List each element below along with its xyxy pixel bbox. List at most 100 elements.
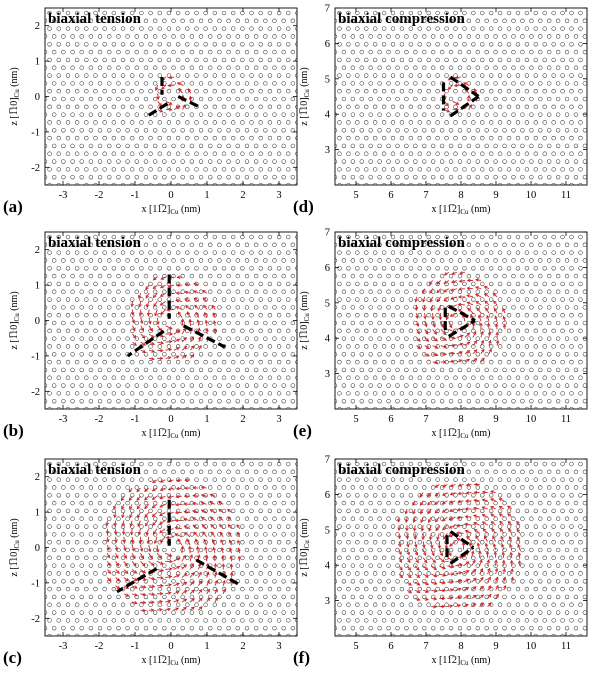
vector-arrowhead: [130, 303, 134, 308]
atom-marker: [342, 191, 346, 195]
atom-marker: [56, 508, 61, 514]
y-tick-label: -1: [31, 578, 40, 589]
atom-marker: [139, 151, 144, 156]
atom-marker: [74, 555, 80, 560]
atom-marker: [162, 547, 167, 553]
atom-marker: [596, 391, 600, 395]
atom-marker: [273, 3, 277, 7]
atom-marker: [258, 297, 263, 302]
vector-arrowhead: [176, 582, 180, 586]
atom-marker: [430, 336, 436, 341]
atom-marker: [208, 242, 213, 248]
atom-marker: [480, 297, 485, 302]
atom-marker: [175, 266, 181, 271]
atom-marker: [453, 26, 458, 31]
atom-marker: [444, 167, 449, 172]
atom-marker: [596, 11, 600, 15]
atom-marker: [355, 151, 360, 156]
vector-arrowhead: [200, 493, 205, 498]
atom-marker: [208, 454, 212, 458]
atom-marker: [555, 273, 561, 279]
atom-marker: [300, 454, 304, 458]
atom-marker: [359, 258, 364, 263]
atom-marker: [395, 273, 400, 279]
atom-marker: [466, 34, 472, 39]
atom-marker: [439, 399, 445, 404]
atom-marker: [111, 391, 117, 396]
vector-arrowhead: [209, 501, 214, 505]
atom-marker: [236, 191, 240, 195]
vector-arrowhead: [438, 316, 443, 321]
vector-arrowhead: [168, 101, 173, 105]
displacement-vector: [189, 598, 195, 603]
vector-arrowhead: [184, 298, 189, 302]
atom-marker: [134, 532, 139, 537]
atom-marker: [235, 128, 240, 133]
panel-title: biaxial tension: [48, 11, 142, 27]
vector-arrowhead: [186, 538, 190, 543]
atom-marker: [408, 250, 414, 255]
atom-marker: [341, 320, 347, 326]
atom-marker: [564, 320, 570, 326]
vector-arrowhead: [222, 588, 226, 593]
atom-marker: [324, 66, 328, 70]
displacement-vector: [148, 349, 155, 353]
vector-arrowhead: [494, 315, 498, 320]
atom-marker: [199, 191, 203, 195]
atom-marker: [125, 65, 130, 70]
atom-marker: [157, 586, 162, 592]
atom-marker: [426, 151, 431, 156]
atom-marker: [43, 415, 47, 419]
atom-marker: [489, 120, 494, 125]
atom-marker: [521, 191, 525, 195]
atom-marker: [300, 144, 304, 148]
atom-marker: [573, 367, 579, 373]
atom-marker: [286, 555, 291, 560]
atom-marker: [52, 383, 57, 388]
atom-marker: [97, 49, 103, 55]
atom-marker: [295, 571, 297, 576]
atom-marker: [34, 626, 38, 630]
atom-marker: [153, 227, 157, 231]
vector-arrowhead: [214, 579, 218, 584]
atom-marker: [65, 73, 71, 78]
atom-marker: [120, 281, 126, 287]
atom-marker: [79, 336, 84, 341]
atom-marker: [337, 26, 342, 31]
atom-marker: [300, 611, 304, 615]
atom-marker: [578, 26, 583, 31]
vector-arrowhead: [106, 538, 110, 543]
atom-marker: [305, 360, 309, 364]
atom-marker: [529, 227, 533, 231]
displacement-vector: [131, 569, 137, 574]
atom-marker: [369, 191, 373, 195]
atom-marker: [390, 10, 396, 16]
atom-marker: [295, 151, 297, 156]
atom-marker: [61, 485, 66, 490]
atom-marker: [70, 469, 75, 475]
atom-marker: [444, 120, 449, 125]
atom-marker: [346, 167, 351, 172]
atom-marker: [235, 336, 240, 341]
atom-marker: [281, 128, 286, 133]
atom-marker: [249, 602, 254, 607]
atom-marker: [381, 120, 387, 125]
atom-marker: [417, 73, 422, 78]
displacement-vector: [156, 577, 164, 579]
atom-marker: [276, 375, 282, 380]
atom-marker: [417, 151, 422, 156]
atom-marker: [171, 258, 176, 263]
atom-marker: [162, 191, 166, 195]
vector-arrowhead: [183, 502, 188, 506]
atom-marker: [231, 57, 236, 63]
atom-marker: [226, 352, 231, 357]
atom-marker: [84, 297, 89, 302]
vector-arrowhead: [204, 546, 208, 551]
atom-marker: [281, 383, 286, 388]
atom-marker: [61, 594, 66, 600]
atom-marker: [592, 35, 596, 39]
displacement-vector: [166, 536, 174, 539]
vector-arrowhead: [134, 585, 138, 589]
atom-marker: [426, 182, 431, 185]
